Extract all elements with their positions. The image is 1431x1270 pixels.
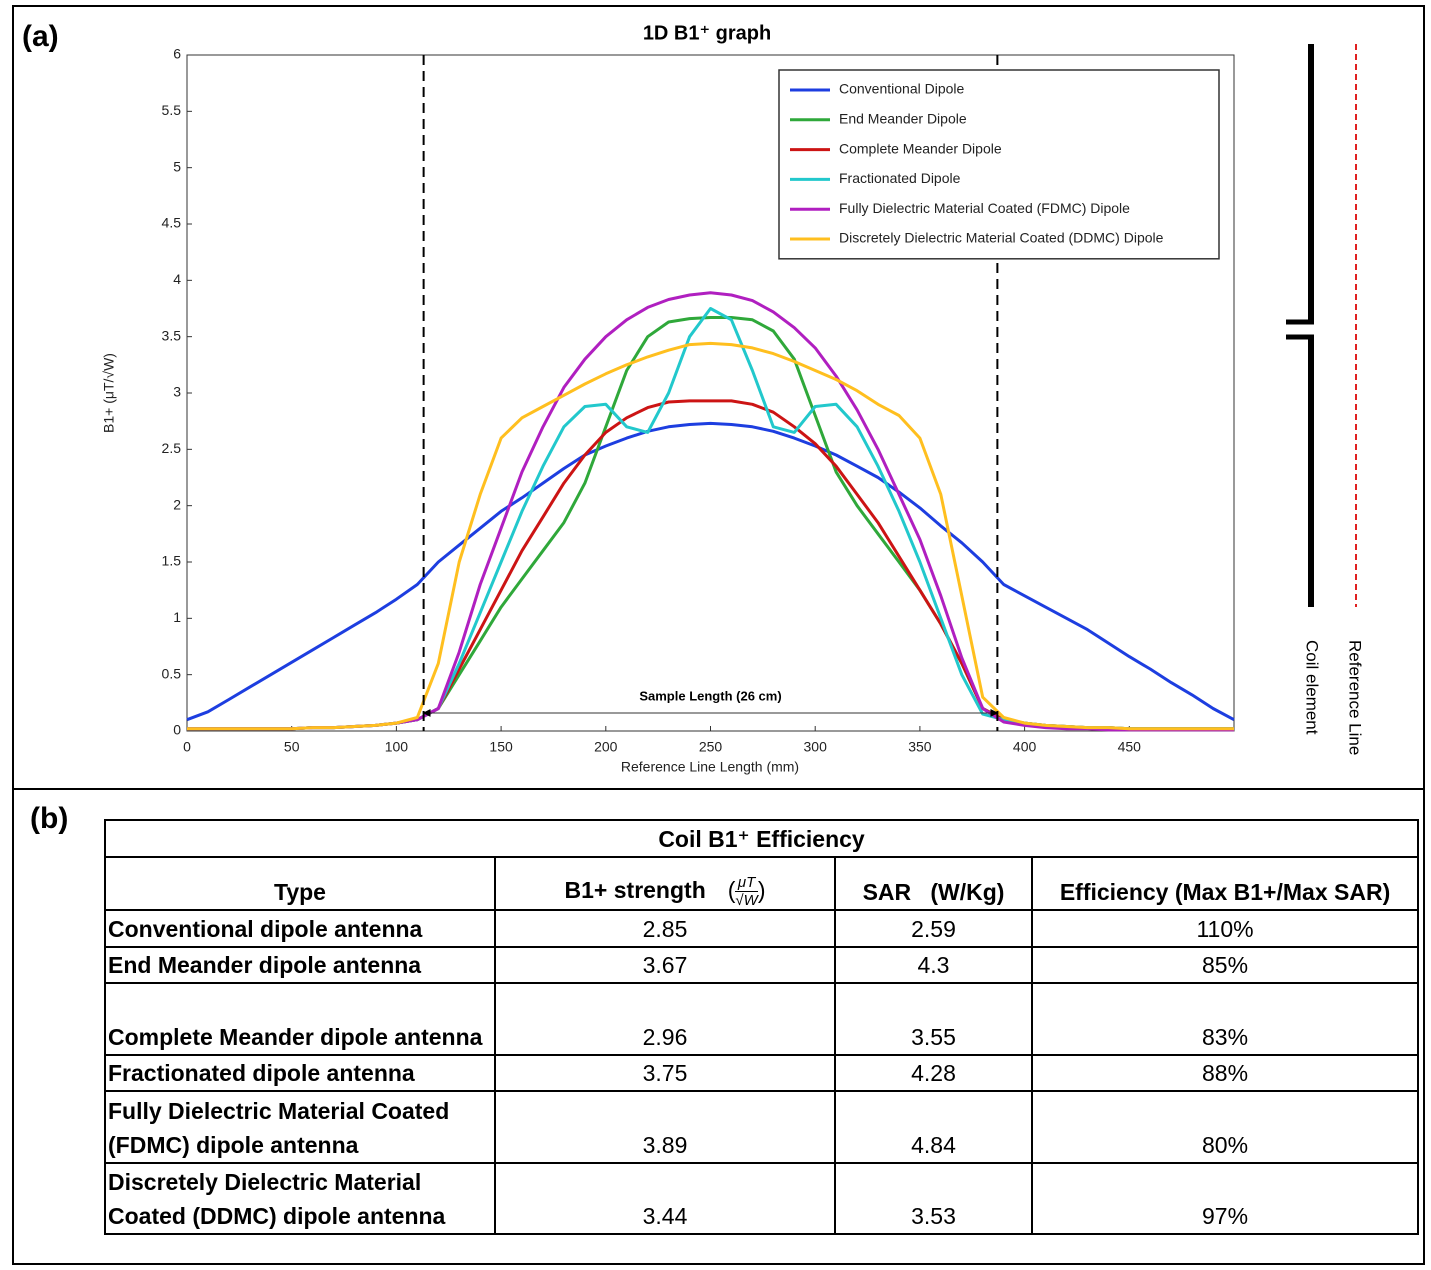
x-tick-label: 50 bbox=[284, 739, 300, 755]
x-tick-label: 400 bbox=[1013, 739, 1037, 755]
cell: 110% bbox=[1030, 909, 1420, 948]
unit-den: √W bbox=[735, 891, 758, 909]
x-tick-label: 250 bbox=[699, 739, 723, 755]
cell: 4.3 bbox=[834, 946, 1033, 984]
y-tick-label: 5 bbox=[173, 158, 181, 174]
table: Coil B1⁺ Efficiency Type B1+ strength (μT √W… bbox=[103, 819, 1420, 1235]
cell: 2.59 bbox=[834, 909, 1033, 948]
column-header: Type bbox=[104, 856, 496, 911]
column-header: B1+ strength (μT √W) bbox=[494, 856, 836, 911]
chart: 1D B1⁺ graph Reference Line Length (mm) … bbox=[101, 22, 1365, 775]
column-header: Efficiency (Max B1+/Max SAR) bbox=[1030, 856, 1420, 911]
cell: 2.96 bbox=[494, 982, 836, 1056]
column-header: SAR (W/Kg) bbox=[834, 856, 1033, 911]
row-name: Fractionated dipole antenna bbox=[104, 1054, 496, 1092]
y-tick-label: 0 bbox=[173, 722, 181, 738]
y-tick-label: 5.5 bbox=[162, 102, 182, 118]
y-axis-label: B1+ (μT/√W) bbox=[101, 353, 117, 433]
series-line bbox=[187, 341, 1234, 731]
x-tick-label: 350 bbox=[908, 739, 932, 755]
x-tick-label: 100 bbox=[385, 739, 409, 755]
cell: 3.55 bbox=[834, 982, 1033, 1056]
cell: 80% bbox=[1030, 1090, 1420, 1164]
legend-label: Fractionated Dipole bbox=[839, 170, 961, 186]
row-name: End Meander dipole antenna bbox=[104, 946, 496, 984]
y-tick-label: 2.5 bbox=[162, 440, 182, 456]
y-tick-label: 6 bbox=[173, 46, 181, 62]
cell: 2.85 bbox=[494, 909, 836, 948]
y-tick-label: 1 bbox=[173, 609, 181, 625]
cell: 85% bbox=[1030, 946, 1420, 984]
cell: 97% bbox=[1030, 1162, 1420, 1235]
panel-label: (a) bbox=[22, 20, 59, 53]
x-tick-label: 300 bbox=[804, 739, 828, 755]
cell: 4.28 bbox=[834, 1054, 1033, 1092]
table-row: End Meander dipole antenna 3.67 4.3 85% bbox=[104, 946, 1420, 984]
cell: 3.67 bbox=[494, 946, 836, 984]
legend-box bbox=[778, 69, 1220, 260]
table-row: Conventional dipole antenna 2.85 2.59 110% bbox=[104, 909, 1420, 948]
unit-paren: ) bbox=[757, 876, 766, 903]
series-line bbox=[186, 421, 1235, 722]
legend-label: Discretely Dielectric Material Coated (D… bbox=[839, 230, 1164, 246]
chart-title: 1D B1⁺ graph bbox=[643, 22, 771, 44]
row-name: Fully Dielectric Material Coated (FDMC) … bbox=[104, 1090, 496, 1164]
y-tick-label: 0.5 bbox=[162, 665, 182, 681]
table-title: Coil B1⁺ Efficiency bbox=[103, 819, 1420, 858]
cell: 3.75 bbox=[494, 1054, 836, 1092]
cell: 3.44 bbox=[494, 1162, 836, 1235]
column-header-text: Efficiency (Max B1+/Max SAR) bbox=[1059, 879, 1391, 905]
header-row: Type B1+ strength (μT √W) SAR (W/Kg) Efficien… bbox=[104, 856, 1420, 911]
y-tick-label: 3.5 bbox=[162, 327, 182, 343]
x-tick-label: 200 bbox=[594, 739, 618, 755]
y-tick-label: 4.5 bbox=[162, 215, 182, 231]
frame bbox=[12, 5, 1425, 1265]
coil-label: Coil element bbox=[1303, 640, 1322, 735]
cell: 88% bbox=[1030, 1054, 1420, 1092]
cell: 83% bbox=[1030, 982, 1420, 1056]
divider bbox=[12, 788, 1425, 790]
y-tick-label: 4 bbox=[173, 271, 181, 287]
cell: 4.84 bbox=[834, 1090, 1033, 1164]
y-tick-label: 1.5 bbox=[162, 553, 182, 569]
column-header-text: SAR (W/Kg) bbox=[862, 879, 1005, 905]
legend-label: End Meander Dipole bbox=[839, 111, 967, 127]
unit-fraction: μT √W bbox=[735, 874, 758, 909]
table-row: Fractionated dipole antenna 3.75 4.28 88% bbox=[104, 1054, 1420, 1092]
unit-num: μT bbox=[737, 874, 756, 891]
table-row: Discretely Dielectric Material Coated (D… bbox=[104, 1162, 1420, 1235]
reference-label: Reference Line bbox=[1346, 640, 1365, 755]
column-header-text: Type bbox=[274, 879, 326, 905]
x-tick-label: 150 bbox=[489, 739, 513, 755]
table-row: Complete Meander dipole antenna 2.96 3.55 8… bbox=[104, 982, 1420, 1056]
y-tick-label: 3 bbox=[173, 384, 181, 400]
unit-paren: ( bbox=[727, 876, 736, 903]
y-tick-label: 2 bbox=[173, 496, 181, 512]
title-row: Coil B1⁺ Efficiency bbox=[103, 819, 1420, 858]
cell: 3.89 bbox=[494, 1090, 836, 1164]
row-name: Complete Meander dipole antenna bbox=[104, 982, 496, 1056]
row-name: Discretely Dielectric Material Coated (D… bbox=[104, 1162, 496, 1235]
table-row: Fully Dielectric Material Coated (FDMC) … bbox=[104, 1090, 1420, 1164]
annotation: Sample Length (26 cm) bbox=[639, 688, 781, 703]
x-axis-label: Reference Line Length (mm) bbox=[621, 759, 799, 775]
legend-label: Conventional Dipole bbox=[839, 81, 965, 97]
column-header-text: B1+ strength bbox=[564, 876, 706, 903]
legend-label: Fully Dielectric Material Coated (FDMC) … bbox=[839, 200, 1130, 216]
panel-label: (b) bbox=[30, 802, 69, 835]
cell: 3.53 bbox=[834, 1162, 1033, 1235]
legend-label: Complete Meander Dipole bbox=[839, 140, 1002, 156]
row-name: Conventional dipole antenna bbox=[104, 909, 496, 948]
x-tick-label: 0 bbox=[183, 739, 191, 755]
x-tick-label: 450 bbox=[1118, 739, 1142, 755]
